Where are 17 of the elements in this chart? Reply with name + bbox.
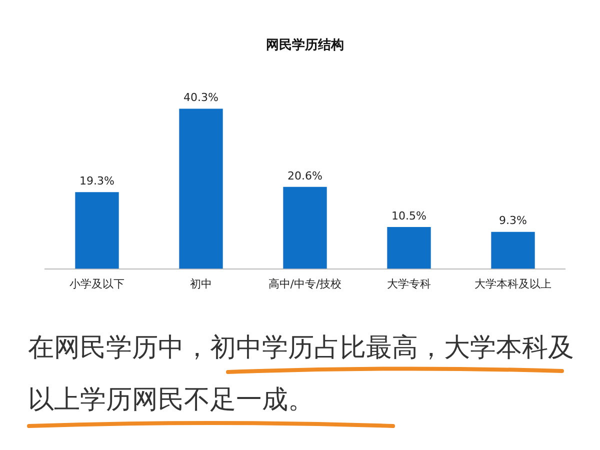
- x-tick-label: 高中/中专/技校: [268, 277, 342, 290]
- x-tick-label: 大学专科: [387, 277, 431, 290]
- x-tick-label: 小学及以下: [70, 277, 124, 290]
- data-label: 10.5%: [392, 209, 426, 222]
- bar: [283, 186, 327, 269]
- chart-title: 网民学历结构: [266, 38, 344, 54]
- bar: [179, 108, 223, 269]
- bar: [387, 227, 431, 269]
- text: 在网民学历中，初中学历占比最高，大学本科及以上学历网民不足一成。: [28, 332, 575, 417]
- bar: [75, 192, 119, 269]
- data-label: 19.3%: [80, 174, 114, 188]
- x-tick-label: 初中: [190, 277, 212, 290]
- data-label: 40.3%: [184, 90, 218, 104]
- data-label: 9.3%: [499, 214, 527, 228]
- bar: [491, 232, 535, 269]
- data-label: 20.6%: [288, 169, 322, 182]
- x-tick-label: 大学本科及以上: [474, 277, 552, 290]
